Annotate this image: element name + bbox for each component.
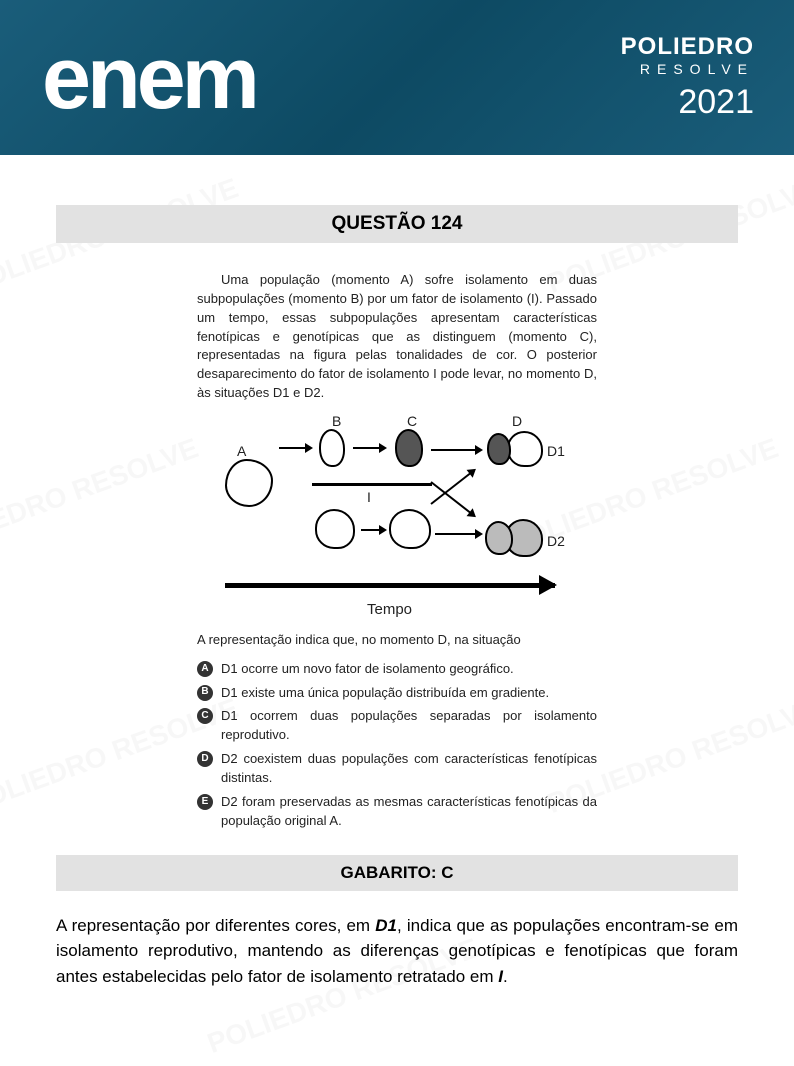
question-title-bar: QUESTÃO 124 (56, 205, 738, 243)
option-letter: C (197, 708, 213, 724)
content-area: QUESTÃO 124 Uma população (momento A) so… (0, 155, 794, 1019)
explain-d1: D1 (375, 916, 397, 935)
blob-d2-left (485, 521, 513, 555)
label-d1: D1 (547, 441, 565, 461)
option-text: D1 ocorre um novo fator de isolamento ge… (221, 660, 514, 679)
explain-end: . (503, 967, 508, 986)
question-body: Uma população (momento A) sofre isolamen… (197, 271, 597, 831)
blob-c-top (395, 429, 423, 467)
arrow-c-d1-a (431, 449, 481, 451)
enem-logo: enem (42, 27, 256, 129)
option-letter: E (197, 794, 213, 810)
explain-pre: A representação por diferentes cores, em (56, 916, 375, 935)
option-letter: D (197, 751, 213, 767)
arrow-b-c-bottom (361, 529, 385, 531)
question-text: Uma população (momento A) sofre isolamen… (197, 271, 597, 403)
option-text: D2 coexistem duas populações com caracte… (221, 750, 597, 788)
arrow-c-d2-b (435, 533, 481, 535)
blob-d1-left (487, 433, 511, 465)
options-list: A D1 ocorre um novo fator de isolamento … (197, 660, 597, 831)
option-d: D D2 coexistem duas populações com carac… (197, 750, 597, 788)
blob-d1-right (507, 431, 543, 467)
option-c: C D1 ocorrem duas populações separadas p… (197, 707, 597, 745)
question-prompt: A representação indica que, no momento D… (197, 631, 597, 650)
option-text: D1 existe uma única população distribuíd… (221, 684, 549, 703)
brand-year: 2021 (621, 83, 754, 122)
brand-block: POLIEDRO RESOLVE 2021 (621, 33, 754, 122)
label-b: B (332, 411, 341, 431)
label-d2: D2 (547, 531, 565, 551)
brand-name: POLIEDRO (621, 33, 754, 61)
label-tempo: Tempo (367, 599, 412, 621)
time-axis-arrow (225, 583, 555, 588)
speciation-diagram: A B C D D1 D2 I Tempo (217, 411, 577, 621)
blob-b-top (319, 429, 345, 467)
answer-bar: GABARITO: C (56, 855, 738, 891)
brand-subtitle: RESOLVE (621, 61, 754, 77)
option-letter: B (197, 685, 213, 701)
blob-a (225, 459, 273, 507)
option-e: E D2 foram preservadas as mesmas caracte… (197, 793, 597, 831)
explanation-text: A representação por diferentes cores, em… (56, 913, 738, 990)
label-i: I (367, 487, 371, 507)
option-text: D2 foram preservadas as mesmas caracterí… (221, 793, 597, 831)
blob-b-bottom (315, 509, 355, 549)
option-a: A D1 ocorre um novo fator de isolamento … (197, 660, 597, 679)
label-d: D (512, 411, 522, 431)
option-b: B D1 existe uma única população distribu… (197, 684, 597, 703)
arrow-a-b (279, 447, 311, 449)
page-header: enem POLIEDRO RESOLVE 2021 (0, 0, 794, 155)
blob-c-bottom (389, 509, 431, 549)
option-text: D1 ocorrem duas populações separadas por… (221, 707, 597, 745)
arrow-b-c-top (353, 447, 385, 449)
isolation-barrier (312, 483, 432, 486)
option-letter: A (197, 661, 213, 677)
